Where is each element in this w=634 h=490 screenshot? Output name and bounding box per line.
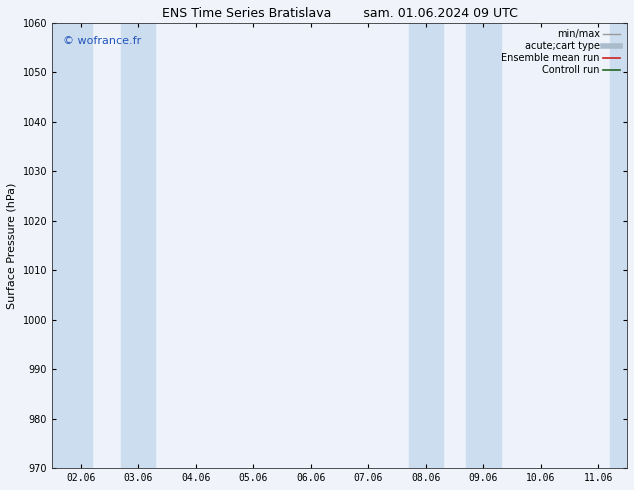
Bar <box>121 23 155 468</box>
Title: ENS Time Series Bratislava        sam. 01.06.2024 09 UTC: ENS Time Series Bratislava sam. 01.06.20… <box>162 7 517 20</box>
Y-axis label: Surface Pressure (hPa): Surface Pressure (hPa) <box>7 182 17 309</box>
Bar <box>466 23 500 468</box>
Bar <box>52 23 92 468</box>
Legend: min/max, acute;cart type, Ensemble mean run, Controll run: min/max, acute;cart type, Ensemble mean … <box>500 27 622 77</box>
Bar <box>408 23 443 468</box>
Text: © wofrance.fr: © wofrance.fr <box>63 36 142 46</box>
Bar <box>610 23 627 468</box>
